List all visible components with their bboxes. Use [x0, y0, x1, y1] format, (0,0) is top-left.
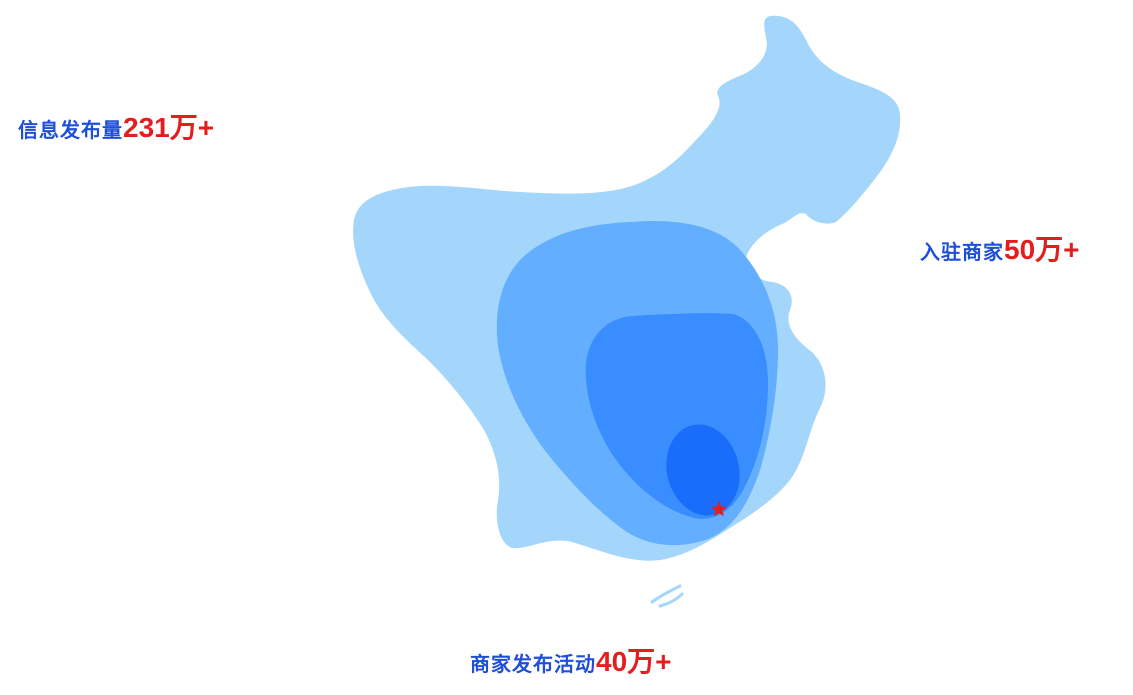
map-island: [650, 584, 684, 608]
stat-label: 信息发布量: [18, 118, 123, 142]
map-core-zone: [666, 424, 740, 516]
stat-value: 40万+: [596, 646, 672, 677]
stat-value: 50万+: [1004, 234, 1080, 265]
stat-label: 商家发布活动: [470, 652, 596, 676]
stat-merchants-joined: 入驻商家50万+: [920, 236, 1080, 264]
star-icon: [710, 501, 728, 517]
stat-label: 入驻商家: [920, 240, 1004, 264]
stat-info-published: 信息发布量231万+: [18, 114, 214, 142]
stat-merchant-activities: 商家发布活动40万+: [470, 648, 672, 676]
stat-value: 231万+: [123, 112, 215, 143]
